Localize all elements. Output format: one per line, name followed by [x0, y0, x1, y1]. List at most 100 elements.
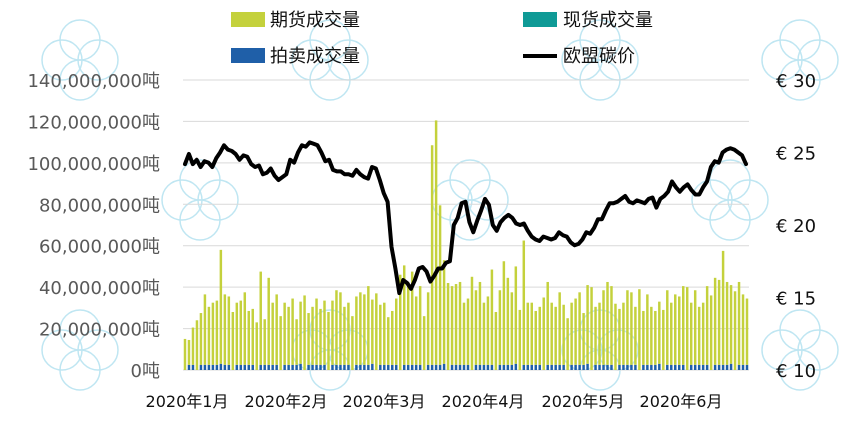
- futures-bar: [187, 339, 191, 365]
- futures-bar: [558, 292, 561, 365]
- futures-bar: [674, 294, 677, 365]
- auction-bar: [506, 364, 510, 370]
- y-left-tick-label: 60,000,000吨: [39, 237, 160, 258]
- futures-bar: [506, 277, 510, 365]
- futures-bar: [666, 290, 669, 365]
- x-tick-label: 2020年3月: [343, 392, 426, 411]
- legend-label-price: 欧盟碳价: [563, 46, 635, 67]
- left-axis-ticks: 0吨 20,000,000吨 40,000,000吨 60,000,000吨 80,00…: [27, 71, 160, 382]
- auction-bar: [271, 364, 274, 370]
- auction-bar: [478, 364, 482, 370]
- auction-bar: [359, 364, 362, 370]
- futures-bar: [630, 292, 633, 365]
- auction-bar: [737, 364, 741, 370]
- auction-bar: [251, 364, 254, 370]
- auction-bar: [454, 364, 458, 370]
- futures-bar: [343, 306, 346, 365]
- volume-bars: [183, 120, 749, 370]
- auction-bar: [550, 364, 553, 370]
- futures-bar: [697, 306, 701, 365]
- futures-bar: [510, 292, 514, 365]
- auction-bar: [741, 364, 745, 370]
- auction-bar: [725, 364, 729, 370]
- legend-label-auction: 拍卖成交量: [270, 46, 360, 67]
- auction-bar: [215, 364, 219, 370]
- futures-bar: [450, 286, 454, 365]
- futures-bar: [391, 310, 394, 365]
- auction-bar: [450, 364, 454, 370]
- auction-bar: [729, 363, 733, 370]
- auction-bar: [522, 364, 526, 370]
- auction-bar: [434, 364, 438, 370]
- legend-swatch-spot: [523, 12, 557, 27]
- futures-bar: [375, 293, 378, 370]
- futures-bar: [681, 286, 685, 365]
- auction-bar: [538, 364, 541, 370]
- futures-bar: [339, 292, 342, 365]
- auction-bar: [510, 364, 514, 370]
- futures-bar: [287, 306, 290, 365]
- futures-bar: [422, 316, 426, 370]
- futures-bar: [299, 301, 302, 364]
- futures-bar: [586, 285, 589, 364]
- futures-bar: [618, 308, 621, 365]
- futures-bar: [689, 302, 693, 365]
- auction-bar: [227, 364, 231, 370]
- auction-bar: [697, 364, 701, 370]
- auction-bar: [554, 364, 557, 370]
- futures-bar: [518, 309, 522, 370]
- futures-bar: [454, 284, 458, 365]
- auction-bar: [578, 364, 581, 370]
- futures-bar: [259, 271, 262, 365]
- futures-bar: [251, 308, 254, 365]
- futures-bar: [554, 306, 557, 365]
- auction-bar: [630, 364, 633, 370]
- auction-bar: [482, 364, 486, 370]
- auction-bar: [191, 364, 195, 370]
- futures-bar: [207, 306, 211, 365]
- x-tick-label: 2020年5月: [542, 392, 625, 411]
- legend-label-spot: 现货成交量: [563, 10, 653, 31]
- auction-bar: [458, 364, 462, 370]
- auction-bar: [311, 364, 314, 370]
- auction-bar: [626, 364, 629, 370]
- auction-bar: [534, 364, 537, 370]
- price-line-layer: [183, 140, 748, 296]
- futures-bar: [315, 298, 318, 365]
- x-tick-label: 2020年1月: [146, 392, 229, 411]
- futures-bar: [654, 310, 657, 365]
- futures-bar: [514, 266, 518, 364]
- futures-bar: [705, 286, 709, 365]
- futures-bar: [478, 281, 482, 365]
- auction-bar: [562, 364, 565, 370]
- futures-bar: [215, 300, 219, 365]
- futures-bar: [737, 281, 741, 365]
- futures-bar: [458, 281, 462, 365]
- watermark-mark: [59, 59, 101, 101]
- auction-bar: [466, 364, 470, 370]
- futures-bar: [502, 261, 506, 365]
- auction-bar: [666, 364, 669, 370]
- futures-bar: [347, 302, 350, 365]
- auction-bar: [410, 364, 414, 370]
- y-left-tick-label: 40,000,000吨: [39, 278, 160, 299]
- auction-bar: [462, 364, 466, 370]
- auction-bar: [598, 364, 601, 370]
- futures-bar: [303, 295, 306, 370]
- auction-bar: [498, 364, 502, 370]
- auction-bar: [586, 363, 589, 370]
- futures-bar: [550, 302, 553, 365]
- y-left-tick-label: 140,000,000吨: [27, 71, 160, 92]
- legend-swatch-futures: [231, 12, 265, 27]
- futures-bar: [395, 298, 398, 365]
- auction-bar: [650, 364, 653, 370]
- futures-bar: [402, 265, 406, 365]
- futures-bar: [486, 296, 490, 365]
- y-right-tick-label: € 20: [776, 216, 816, 237]
- futures-bar: [745, 298, 749, 365]
- auction-bar: [430, 364, 434, 370]
- futures-bar: [598, 302, 601, 365]
- auction-bar: [283, 364, 286, 370]
- futures-bar: [650, 306, 653, 365]
- futures-bar: [379, 304, 382, 365]
